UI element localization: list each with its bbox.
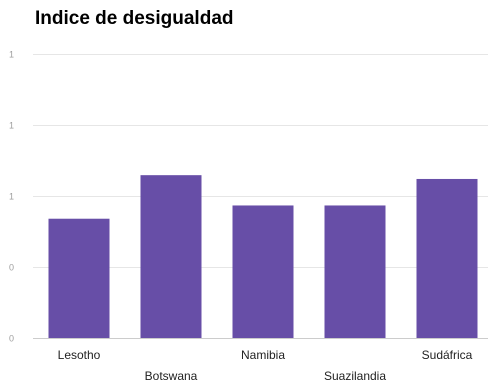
category-labels: Lesotho Botswana Namibia Suazilandia Sudáfri… xyxy=(58,348,473,383)
y-tick-label: 1 xyxy=(9,192,14,202)
category-label: Sudáfrica xyxy=(422,348,473,362)
bar-botswana xyxy=(140,175,202,338)
bar-suazilandia xyxy=(324,205,386,338)
bar-lesotho xyxy=(48,218,110,338)
y-axis-tick-labels: 0 0 1 1 1 xyxy=(9,50,14,344)
chart-title: Indice de desigualdad xyxy=(35,8,234,29)
category-label: Suazilandia xyxy=(324,369,386,383)
category-label: Botswana xyxy=(145,369,198,383)
bar-namibia xyxy=(232,205,294,338)
y-tick-label: 0 xyxy=(9,263,14,273)
category-label: Lesotho xyxy=(58,348,101,362)
y-tick-label: 1 xyxy=(9,50,14,60)
bar-sud-frica xyxy=(416,178,478,338)
y-tick-label: 0 xyxy=(9,334,14,344)
bars xyxy=(48,175,478,338)
category-label: Namibia xyxy=(241,348,285,362)
y-tick-label: 1 xyxy=(9,121,14,131)
